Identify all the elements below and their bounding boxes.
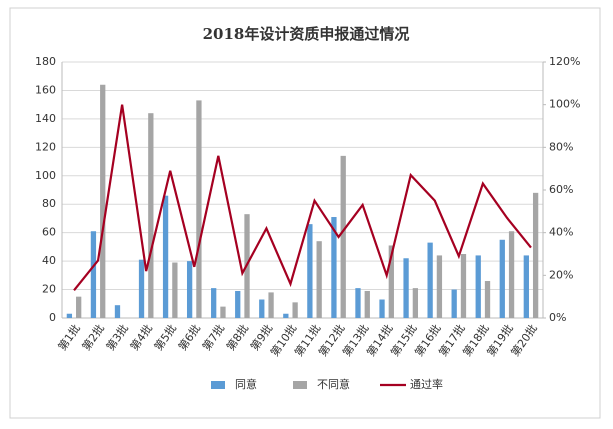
bar — [66, 313, 73, 318]
y-tick-label: 160 — [35, 83, 56, 96]
bar — [436, 255, 443, 318]
y-tick-label: 140 — [35, 112, 56, 125]
bar — [307, 224, 313, 318]
y-tick-label: 40 — [42, 254, 56, 267]
bar — [90, 231, 97, 318]
y-tick-label: 80 — [42, 197, 56, 210]
y2-tick-label: 60% — [549, 183, 573, 196]
bar — [475, 255, 481, 318]
legend-label: 不同意 — [317, 377, 350, 391]
chart-frame — [9, 7, 601, 419]
bar — [211, 288, 217, 318]
y-tick-label: 60 — [42, 226, 56, 239]
bar — [292, 302, 298, 318]
y-tick-label: 180 — [35, 55, 56, 68]
bar — [235, 290, 241, 318]
bar — [412, 288, 419, 318]
legend-label: 同意 — [235, 377, 257, 391]
bar — [364, 290, 370, 318]
bar — [484, 281, 491, 318]
bar — [100, 84, 106, 318]
y2-tick-label: 20% — [549, 268, 573, 281]
bar — [196, 100, 202, 319]
bar — [355, 288, 361, 318]
legend-label: 通过率 — [410, 377, 443, 391]
legend-swatch — [211, 381, 225, 389]
chart-title: 2018年设计资质申报通过情况 — [203, 25, 410, 43]
y2-tick-label: 0% — [549, 311, 566, 324]
bar — [379, 299, 385, 318]
y2-tick-label: 100% — [549, 98, 580, 111]
legend-swatch — [293, 381, 307, 389]
bar — [508, 231, 515, 318]
bar — [220, 306, 226, 318]
bar — [532, 192, 539, 318]
bar — [186, 261, 193, 318]
y-tick-label: 20 — [42, 283, 56, 296]
bar — [162, 195, 169, 318]
bar — [76, 296, 82, 318]
bar — [523, 255, 529, 318]
bar — [403, 258, 409, 318]
bar — [259, 299, 265, 318]
bar — [172, 262, 178, 318]
bar — [283, 313, 289, 318]
bar — [268, 292, 274, 318]
y2-tick-label: 40% — [549, 226, 573, 239]
y-tick-label: 0 — [49, 311, 56, 324]
bar — [331, 217, 337, 318]
bar — [340, 155, 346, 318]
line — [73, 104, 532, 291]
bar — [460, 254, 467, 318]
bar — [451, 289, 457, 318]
bar — [114, 305, 121, 318]
y2-tick-label: 120% — [549, 55, 580, 68]
y-tick-label: 120 — [35, 140, 56, 153]
bar — [316, 241, 322, 318]
bar — [138, 259, 145, 318]
bar — [388, 245, 394, 318]
bar — [148, 113, 154, 318]
bar — [427, 242, 433, 318]
y-tick-label: 100 — [35, 169, 56, 182]
y2-tick-label: 80% — [549, 140, 573, 153]
bar — [499, 239, 505, 318]
